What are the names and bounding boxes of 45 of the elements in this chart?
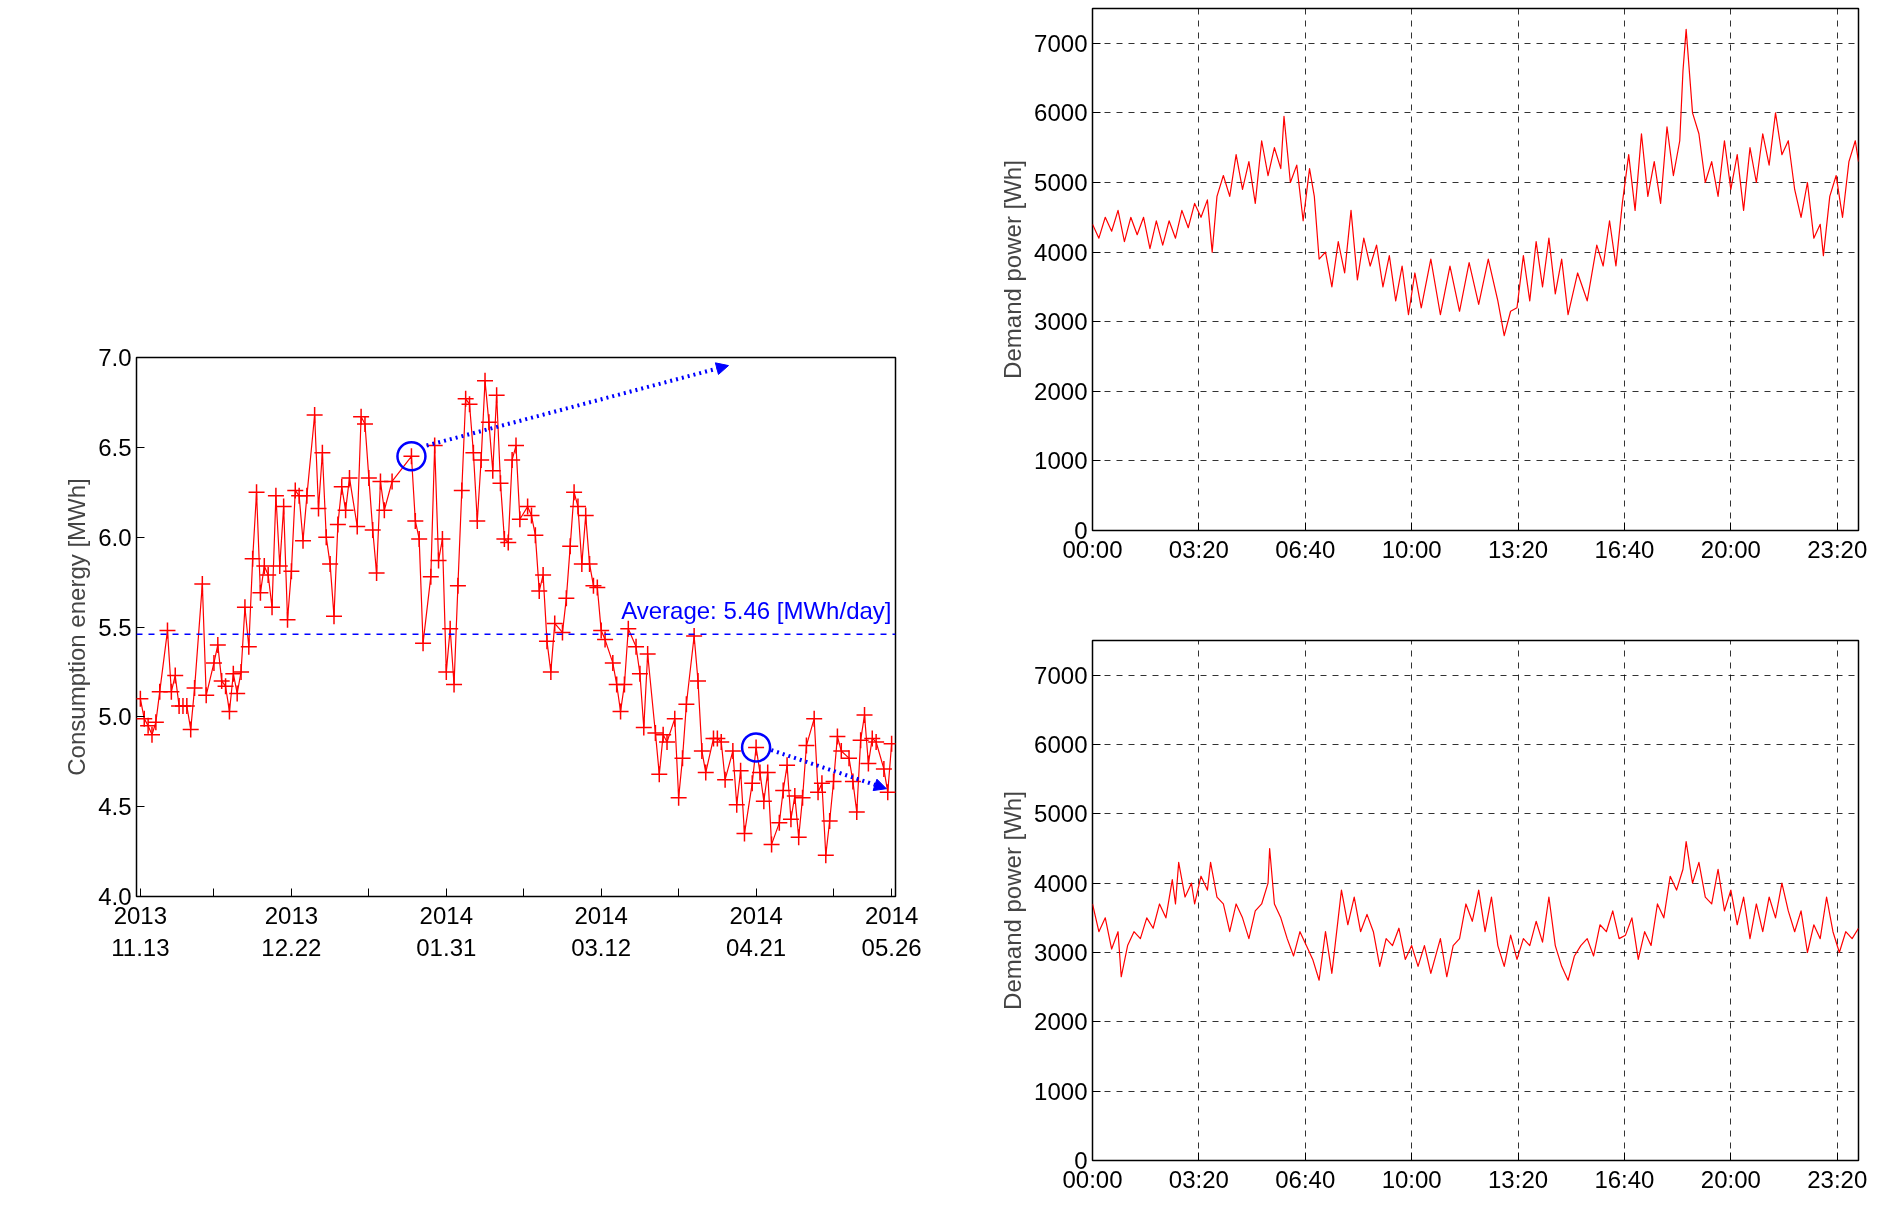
x-tick-label: 20:00 <box>1700 535 1761 563</box>
y-tick-label: 3000 <box>1034 939 1088 966</box>
y-tick-label: 2000 <box>1034 1008 1088 1036</box>
y-axis-title: Demand power [Wh] <box>999 160 1027 379</box>
x-tick-label: 2013 12.22 <box>261 901 322 961</box>
y-tick-label: 3000 <box>1034 308 1088 336</box>
x-tick-label: 03:20 <box>1168 535 1229 563</box>
y-tick-label: 7.0 <box>98 344 132 371</box>
x-tick-label: 20:00 <box>1700 1165 1761 1193</box>
x-tick-label: 10:00 <box>1381 1165 1442 1193</box>
x-tick-label: 2014 04.21 <box>726 901 787 961</box>
y-tick-label: 4000 <box>1034 238 1088 266</box>
y-tick-label: 6.5 <box>98 433 132 461</box>
x-tick-label: 16:40 <box>1594 1165 1655 1193</box>
y-tick-label: 2000 <box>1034 377 1088 405</box>
y-tick-label: 5000 <box>1034 169 1088 196</box>
y-tick-label: 1000 <box>1034 447 1088 475</box>
x-tick-label: 06:40 <box>1275 1165 1336 1193</box>
y-tick-label: 6000 <box>1034 99 1088 127</box>
y-tick-label: 4000 <box>1034 869 1088 897</box>
line-series <box>1092 28 1859 337</box>
y-tick-label: 1000 <box>1034 1077 1088 1105</box>
x-tick-label: 06:40 <box>1275 535 1336 563</box>
x-tick-label: 13:20 <box>1488 535 1549 563</box>
y-tick-label: 5.0 <box>98 703 132 731</box>
line-series <box>1092 840 1859 981</box>
y-tick-label: 7000 <box>1034 29 1088 57</box>
x-tick-label: 13:20 <box>1488 1165 1549 1193</box>
y-tick-label: 6.0 <box>98 523 132 551</box>
x-tick-label: 2014 01.31 <box>416 901 477 961</box>
y-axis-title: Demand power [Wh] <box>999 791 1027 1010</box>
y-axis-title: Consumption energy [MWh] <box>63 478 91 776</box>
ref-line-label: Average: 5.46 [MWh/day] <box>621 597 892 625</box>
y-tick-label: 7000 <box>1034 661 1088 689</box>
x-tick-label: 2014 05.26 <box>861 901 922 961</box>
x-tick-label: 23:20 <box>1807 1165 1868 1193</box>
x-tick-label: 10:00 <box>1381 535 1442 563</box>
x-tick-label: 23:20 <box>1807 535 1868 563</box>
x-tick-label: 16:40 <box>1594 535 1655 563</box>
y-tick-label: 5.5 <box>98 613 132 641</box>
y-tick-label: 4.5 <box>98 793 132 821</box>
y-tick-label: 6000 <box>1034 731 1088 758</box>
y-tick-label: 5000 <box>1034 800 1088 828</box>
x-tick-label: 03:20 <box>1168 1165 1229 1193</box>
x-tick-label: 2014 03.12 <box>571 901 632 961</box>
